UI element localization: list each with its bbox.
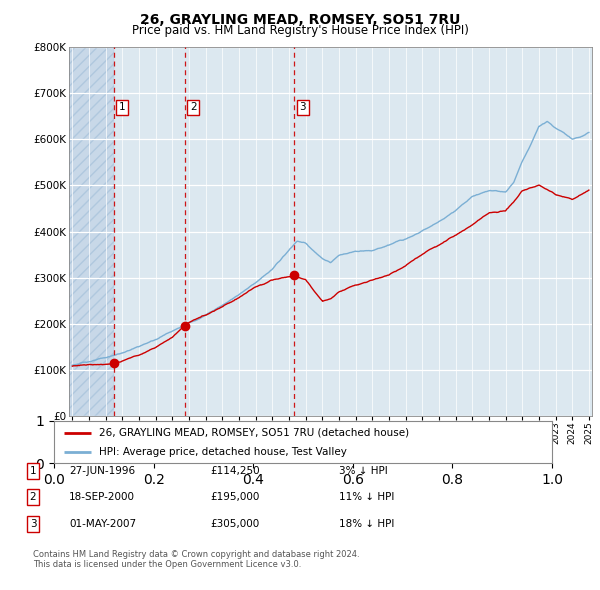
- Text: 1: 1: [29, 466, 37, 476]
- Text: 18% ↓ HPI: 18% ↓ HPI: [339, 519, 394, 529]
- Text: 2: 2: [190, 102, 196, 112]
- Text: 26, GRAYLING MEAD, ROMSEY, SO51 7RU: 26, GRAYLING MEAD, ROMSEY, SO51 7RU: [140, 13, 460, 27]
- Text: Contains HM Land Registry data © Crown copyright and database right 2024.: Contains HM Land Registry data © Crown c…: [33, 550, 359, 559]
- Bar: [69, 47, 114, 416]
- Text: 3% ↓ HPI: 3% ↓ HPI: [339, 466, 388, 476]
- Text: HPI: Average price, detached house, Test Valley: HPI: Average price, detached house, Test…: [99, 447, 347, 457]
- Text: £195,000: £195,000: [210, 493, 259, 502]
- Text: This data is licensed under the Open Government Licence v3.0.: This data is licensed under the Open Gov…: [33, 560, 301, 569]
- Text: 1: 1: [119, 102, 125, 112]
- Text: 18-SEP-2000: 18-SEP-2000: [69, 493, 135, 502]
- Text: £305,000: £305,000: [210, 519, 259, 529]
- Text: £114,250: £114,250: [210, 466, 260, 476]
- Text: 3: 3: [299, 102, 306, 112]
- Text: 01-MAY-2007: 01-MAY-2007: [69, 519, 136, 529]
- Text: Price paid vs. HM Land Registry's House Price Index (HPI): Price paid vs. HM Land Registry's House …: [131, 24, 469, 37]
- Text: 2: 2: [29, 493, 37, 502]
- Text: 27-JUN-1996: 27-JUN-1996: [69, 466, 135, 476]
- Text: 11% ↓ HPI: 11% ↓ HPI: [339, 493, 394, 502]
- Text: 26, GRAYLING MEAD, ROMSEY, SO51 7RU (detached house): 26, GRAYLING MEAD, ROMSEY, SO51 7RU (det…: [99, 428, 409, 438]
- Text: 3: 3: [29, 519, 37, 529]
